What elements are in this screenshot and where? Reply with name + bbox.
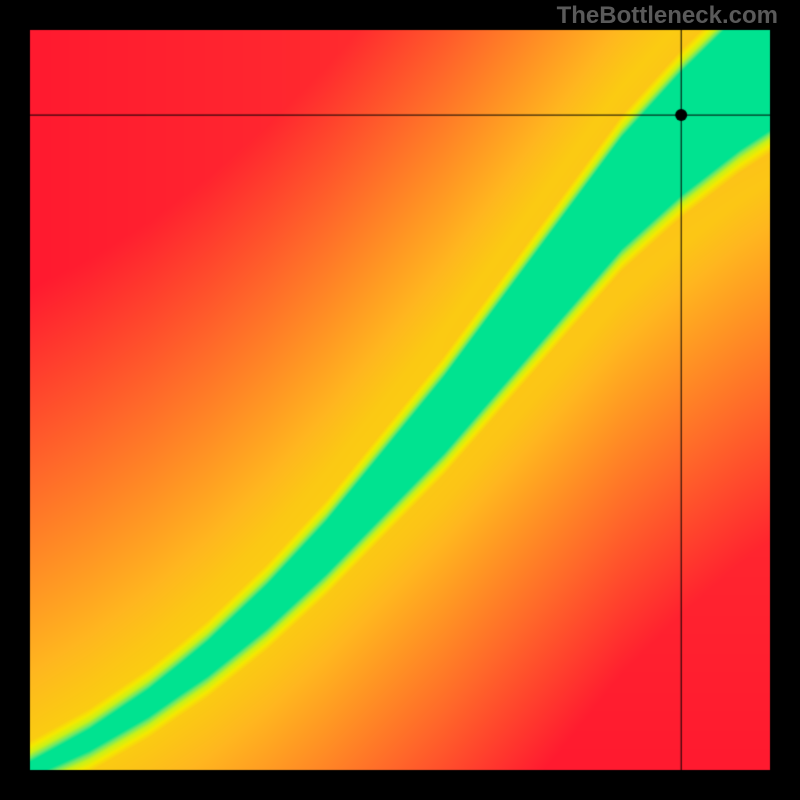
bottleneck-heatmap (0, 0, 800, 800)
watermark-text: TheBottleneck.com (557, 2, 778, 30)
chart-container: TheBottleneck.com (0, 0, 800, 800)
